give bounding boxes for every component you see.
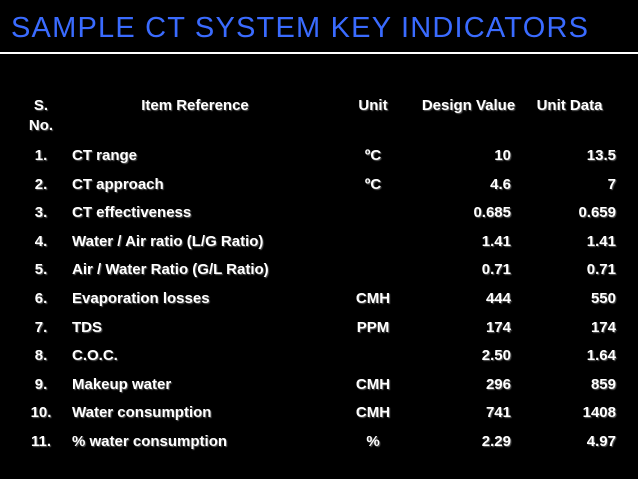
cell-unit: CMH (355, 289, 391, 307)
cell-unit-data: 550 (590, 289, 616, 307)
cell-item-reference: % water consumption (72, 432, 228, 450)
cell-design-value: 296 (485, 375, 511, 393)
table-row: 1. CT range ºC 10 13.5 (20, 142, 620, 171)
cell-unit-data: 4.97 (586, 432, 616, 450)
table-row: 11. % water consumption% 2.29 4.97 (20, 428, 620, 457)
header-unit-data: Unit Data (536, 97, 603, 114)
cell-design-value: 444 (485, 289, 511, 307)
cell-item-reference: Water / Air ratio (L/G Ratio) (72, 232, 264, 250)
cell-serial-number: 6. (34, 289, 48, 307)
cell-design-value: 0.71 (481, 261, 511, 279)
cell-design-value: 0.685 (473, 204, 511, 222)
cell-serial-number: 4. (34, 232, 48, 250)
cell-serial-number: 5. (34, 261, 48, 279)
header-design-value: Design Value (421, 97, 516, 114)
cell-unit (328, 342, 418, 371)
key-indicators-table: S. No. Item Reference Unit Design Value … (20, 96, 620, 457)
table-header: S. No. Item Reference Unit Design Value … (20, 96, 620, 142)
table-row: 3. CT effectiveness 0.685 0.659 (20, 199, 620, 228)
table-row: 9. Makeup water CMH 296 859 (20, 371, 620, 400)
cell-serial-number: 3. (34, 204, 48, 222)
header-unit: Unit (358, 97, 388, 114)
table-row: 2. CT approach ºC 4.6 7 (20, 171, 620, 200)
cell-serial-number: 10. (30, 404, 52, 422)
cell-unit-data: 13.5 (586, 147, 616, 164)
cell-unit-data: 1.64 (586, 347, 616, 365)
cell-item-reference: CT approach (72, 175, 164, 193)
cell-design-value: 1.41 (481, 232, 511, 250)
cell-unit: ºC (364, 147, 382, 164)
table-row: 5. Air / Water Ratio (G/L Ratio) 0.71 0.71 (20, 256, 620, 285)
cell-unit-data: 0.659 (578, 204, 616, 222)
table-body: 1. CT range ºC 10 13.5 2. CT approach ºC 4.6 7 3. C… (20, 142, 620, 457)
cell-unit: ºC (364, 175, 382, 193)
header-item-reference: Item Reference (141, 97, 249, 114)
cell-item-reference: Water consumption (72, 404, 212, 422)
cell-unit: % (366, 432, 380, 450)
cell-serial-number: 7. (34, 318, 48, 336)
cell-unit: CMH (355, 375, 391, 393)
header-row: S. No. Item Reference Unit Design Value … (20, 96, 620, 142)
cell-unit-data: 7 (607, 175, 616, 193)
cell-serial-number: 2. (34, 175, 48, 193)
cell-design-value: 4.6 (490, 175, 511, 193)
cell-design-value: 2.50 (481, 347, 511, 365)
cell-unit: PPM (356, 318, 390, 336)
cell-design-value: 741 (485, 404, 511, 422)
cell-unit-data: 174 (590, 318, 616, 336)
cell-serial-number: 11. (30, 432, 52, 450)
cell-item-reference: Air / Water Ratio (G/L Ratio) (72, 261, 269, 279)
cell-item-reference: CT range (72, 147, 138, 164)
cell-unit (328, 256, 418, 285)
cell-serial-number: 1. (34, 147, 48, 164)
table-row: 6. Evaporation losses CMH 444 550 (20, 285, 620, 314)
cell-item-reference: C.O.C. (72, 347, 118, 365)
cell-item-reference: TDS (72, 318, 102, 336)
table-row: 8. C.O.C. 2.50 1.64 (20, 342, 620, 371)
table-row: 10. Water consumption CMH 741 1408 (20, 399, 620, 428)
cell-unit-data: 1408 (582, 404, 616, 422)
cell-unit-data: 1.41 (586, 232, 616, 250)
title-divider (0, 52, 638, 54)
cell-unit: CMH (355, 404, 391, 422)
table-row: 4. Water / Air ratio (L/G Ratio) 1.41 1.41 (20, 228, 620, 257)
cell-design-value: 174 (485, 318, 511, 336)
cell-unit (328, 228, 418, 257)
cell-design-value: 2.29 (481, 432, 511, 450)
cell-design-value: 10 (494, 147, 511, 164)
cell-item-reference: Makeup water (72, 375, 172, 393)
cell-unit (328, 199, 418, 228)
cell-item-reference: Evaporation losses (72, 289, 210, 307)
cell-serial-number: 8. (34, 347, 48, 365)
cell-item-reference: CT effectiveness (72, 204, 192, 222)
table-row: 7. TDS PPM 174 174 (20, 314, 620, 343)
cell-unit-data: 0.71 (586, 261, 616, 279)
header-serial-number: S. No. (28, 97, 54, 134)
cell-serial-number: 9. (34, 375, 48, 393)
cell-unit-data: 859 (590, 375, 616, 393)
slide-title: SAMPLE CT SYSTEM KEY INDICATORS (11, 12, 590, 44)
